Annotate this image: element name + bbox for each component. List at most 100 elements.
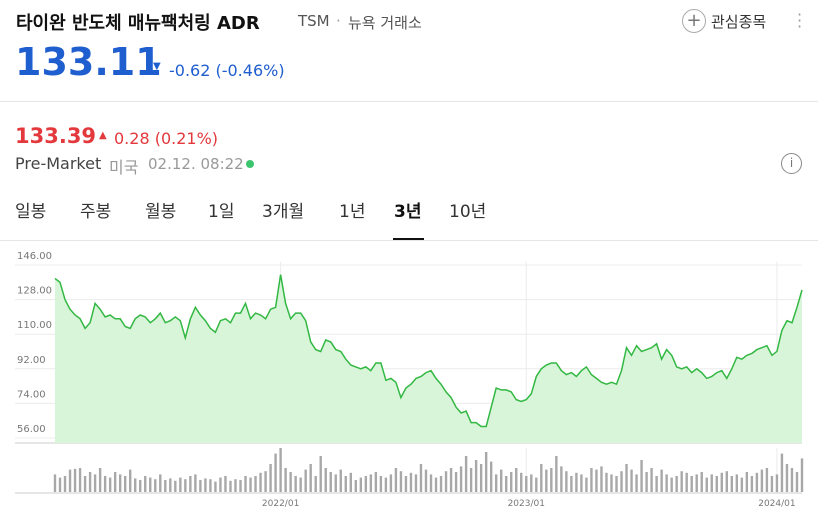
volume-bar	[680, 471, 683, 492]
volume-bar	[219, 477, 222, 492]
volume-bar	[419, 464, 423, 492]
volume-bar	[399, 471, 403, 492]
volume-bar	[555, 456, 558, 492]
volume-bar	[575, 472, 578, 492]
volume-bar	[279, 448, 282, 492]
period-tab[interactable]: 주봉	[80, 202, 112, 222]
volume-bar	[324, 468, 327, 492]
volume-bar	[785, 464, 789, 492]
volume-bar	[695, 474, 698, 492]
volume-bar	[103, 476, 107, 492]
volume-bar	[299, 477, 302, 492]
volume-bar	[715, 476, 718, 492]
volume-bar	[264, 471, 267, 492]
separator: ·	[336, 12, 341, 30]
period-tab[interactable]: 3개월	[262, 202, 305, 222]
volume-bar	[214, 481, 217, 492]
volume-bar	[309, 464, 312, 492]
volume-bar	[108, 477, 112, 492]
volume-bar	[404, 476, 408, 492]
volume-bar	[384, 477, 388, 492]
volume-bar	[118, 474, 122, 492]
volume-bar	[750, 476, 754, 492]
volume-bar	[394, 468, 398, 492]
volume-bar	[710, 474, 713, 492]
volume-bar	[550, 468, 553, 492]
period-tab[interactable]: 3년	[394, 202, 422, 222]
volume-bar	[454, 472, 458, 492]
volume-bar	[224, 476, 227, 492]
volume-bar	[359, 477, 363, 492]
price-line	[54, 274, 803, 428]
info-icon[interactable]: i	[781, 153, 802, 174]
volume-bar	[269, 464, 272, 492]
volume-bar	[349, 472, 352, 492]
volume-bar	[515, 468, 518, 492]
period-tab[interactable]: 1일	[208, 202, 235, 222]
volume-bar	[369, 474, 373, 492]
period-tab[interactable]: 일봉	[15, 202, 47, 222]
volume-bar	[605, 472, 608, 492]
watch-button[interactable]: 관심종목	[711, 13, 767, 31]
volume-bar	[374, 472, 378, 492]
volume-bar	[294, 476, 297, 492]
period-tab[interactable]: 월봉	[145, 202, 177, 222]
volume-bar	[489, 461, 493, 492]
volume-bar	[755, 472, 759, 492]
volume-bar	[610, 474, 613, 492]
volume-bar	[615, 476, 618, 492]
price: 133.11	[15, 40, 162, 84]
volume-bar	[113, 472, 117, 492]
period-tab[interactable]: 10년	[449, 202, 487, 222]
plus-icon[interactable]: +	[682, 9, 706, 33]
volume-bar	[735, 474, 739, 492]
volume-bar	[690, 476, 693, 492]
volume-bar	[239, 480, 242, 492]
volume-bar	[179, 477, 182, 492]
x-tick-label: 2024/01	[758, 499, 795, 509]
y-tick-label: 128.00	[17, 286, 52, 297]
volume-bar	[484, 452, 488, 492]
volume-bar	[675, 476, 678, 492]
live-dot	[246, 160, 254, 168]
down-arrow: ▼	[153, 61, 161, 72]
volume-bar	[159, 474, 162, 492]
volume-bar	[184, 479, 187, 492]
volume-bar	[730, 476, 734, 492]
tab-divider	[0, 240, 818, 241]
volume-bar	[595, 469, 598, 492]
more-menu[interactable]: · · ·	[797, 5, 803, 36]
volume-bar	[464, 456, 468, 492]
volume-bar	[720, 472, 723, 492]
volume-bar	[424, 469, 428, 492]
volume-bar	[149, 477, 152, 492]
volume-bar	[780, 453, 784, 492]
volume-bar	[525, 476, 528, 492]
volume-bar	[790, 468, 794, 492]
x-tick-label: 2022/01	[262, 499, 299, 509]
volume-bar	[209, 479, 212, 492]
volume-bar	[234, 479, 237, 492]
volume-bar	[560, 466, 563, 492]
volume-bar	[194, 474, 197, 492]
period-tab[interactable]: 1년	[339, 202, 366, 222]
volume-bar	[655, 476, 658, 492]
volume-bar	[93, 474, 97, 492]
volume-bar	[129, 469, 132, 492]
region: 미국	[109, 158, 139, 177]
volume-bar	[499, 469, 503, 492]
volume-bar	[660, 469, 663, 492]
volume-bar	[414, 474, 418, 492]
volume-bar	[700, 472, 703, 492]
volume-bar	[640, 460, 643, 492]
up-arrow: ▲	[99, 130, 107, 141]
volume-bar	[154, 479, 157, 492]
y-tick-label: 110.00	[17, 320, 52, 331]
volume-bar	[379, 476, 383, 492]
divider	[0, 101, 818, 102]
volume-bar	[449, 468, 453, 492]
premarket-price: 133.39	[15, 124, 97, 148]
volume-bar	[409, 472, 413, 492]
volume-bar	[760, 469, 764, 492]
volume-bar	[319, 456, 322, 492]
